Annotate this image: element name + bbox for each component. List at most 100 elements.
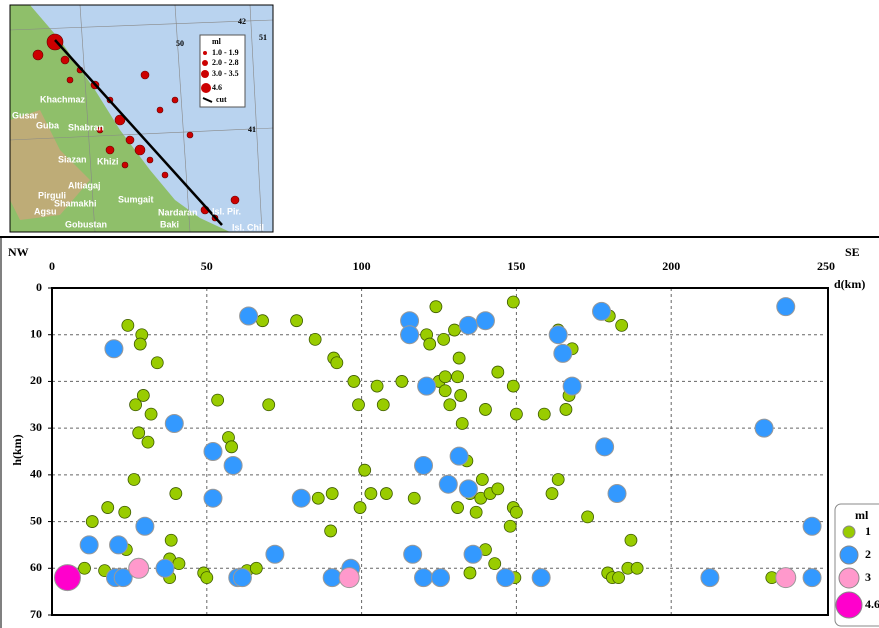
map-label: Guba [36,120,60,130]
map-legend-title: ml [212,37,222,46]
point [323,569,341,587]
point [80,536,98,554]
x-tick-label: 100 [353,259,371,273]
point [456,417,468,429]
point [532,569,550,587]
point [455,389,467,401]
point [439,385,451,397]
chart: NW SE d(km) h(km) 0501001502002500102030… [8,245,879,626]
point [326,488,338,500]
map-legend-item: 1.0 - 1.9 [212,48,239,57]
point [470,506,482,518]
point [371,380,383,392]
point [354,502,366,514]
point [507,296,519,308]
point [250,562,262,574]
point [396,375,408,387]
legend-marker [843,526,855,538]
point [136,517,154,535]
point [404,545,422,563]
x-tick-label: 250 [817,259,835,273]
map-label: Altiagaj [68,180,101,190]
legend-label: 2 [865,547,871,561]
point [129,558,149,578]
y-tick-label: 70 [30,607,42,621]
point [608,485,626,503]
point [105,340,123,358]
y-tick-label: 60 [30,560,42,574]
point [79,562,91,574]
map-label: Baki [160,219,179,229]
point [701,569,719,587]
point [110,536,128,554]
legend-marker [840,546,858,564]
point [504,520,516,532]
map-label: 51 [259,33,267,42]
point [204,443,222,461]
point [102,502,114,514]
map-legend-item: 3.0 - 3.5 [212,69,239,78]
point [86,516,98,528]
point [119,506,131,518]
point [233,569,251,587]
point [452,502,464,514]
point [263,399,275,411]
map-legend-item: 2.0 - 2.8 [212,58,239,67]
point [631,562,643,574]
point [459,480,477,498]
point [459,316,477,334]
point [165,534,177,546]
point [309,333,321,345]
point [444,399,456,411]
map-label: Shabran [68,122,104,132]
page: 42505141KhachmazGusarGubaShabranSiazanKh… [0,0,879,628]
point [552,474,564,486]
map-label: Nardaran [158,207,198,217]
y-tick-label: 10 [30,326,42,340]
corner-left: NW [8,245,29,259]
point [204,489,222,507]
x-tick-label: 50 [201,259,213,273]
point [122,319,134,331]
point [408,492,420,504]
point [134,338,146,350]
point [476,474,488,486]
point [563,377,581,395]
point [616,319,628,331]
point [479,403,491,415]
legend-marker [839,568,859,588]
y-tick-label: 30 [30,420,42,434]
point [582,511,594,523]
point [803,517,821,535]
point [803,569,821,587]
point [776,568,796,588]
point [170,488,182,500]
point [151,357,163,369]
point [339,568,359,588]
point [331,357,343,369]
point [130,399,142,411]
point [507,380,519,392]
point [348,375,360,387]
point [453,352,465,364]
point [492,483,504,495]
point [415,457,433,475]
legend-label: 4.6 [865,597,879,611]
point [240,307,258,325]
point [554,344,572,362]
point [596,438,614,456]
point [257,315,269,327]
point [464,567,476,579]
point [377,399,389,411]
point [510,506,522,518]
y-tick-label: 20 [30,373,42,387]
point [549,326,567,344]
map-label: Sumgait [118,194,154,204]
point [173,558,185,570]
legend-label: 1 [865,524,871,538]
point [266,545,284,563]
point [755,419,773,437]
point [401,326,419,344]
point [432,569,450,587]
